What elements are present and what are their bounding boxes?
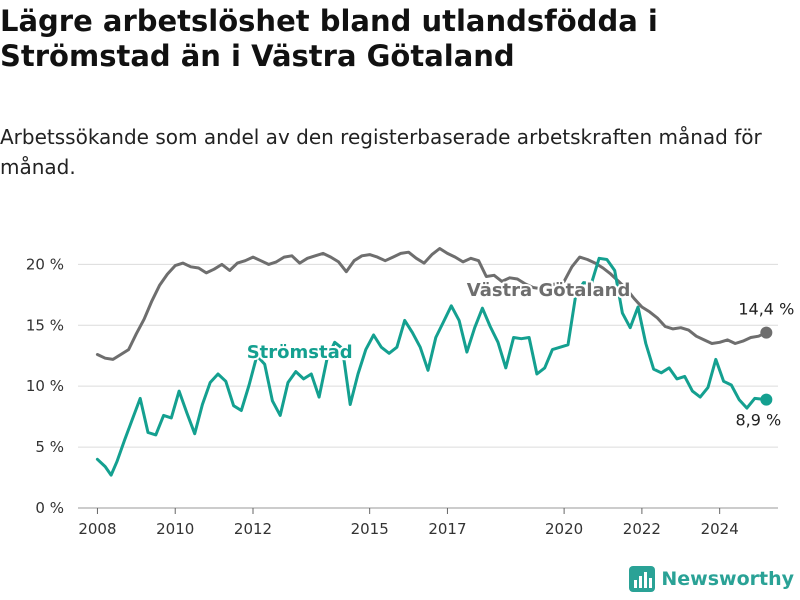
newsworthy-brand: Newsworthy — [629, 566, 794, 592]
x-tick-label: 2017 — [428, 520, 466, 538]
series-end-point-1 — [760, 393, 773, 406]
x-tick-label: 2015 — [351, 520, 389, 538]
series-line-0 — [95, 247, 768, 361]
end-label-vastra-gotaland: 14,4 % — [738, 300, 794, 319]
series-label-vastra-gotaland: Västra Götaland — [467, 280, 631, 301]
series-line-1 — [95, 256, 768, 477]
y-tick-label: 10 % — [26, 377, 64, 395]
x-tick-label: 2020 — [545, 520, 583, 538]
y-tick-label: 5 % — [35, 438, 64, 456]
y-tick-label: 0 % — [35, 499, 64, 517]
x-tick-label: 2010 — [156, 520, 194, 538]
newsworthy-logo-icon — [629, 566, 656, 592]
x-tick-label: 2024 — [701, 520, 739, 538]
x-tick-label: 2008 — [78, 520, 116, 538]
series-end-point-0 — [760, 326, 773, 339]
brand-name: Newsworthy — [661, 568, 794, 590]
x-tick-label: 2022 — [623, 520, 661, 538]
chart-subtitle: Arbetssökande som andel av den registerb… — [0, 125, 762, 179]
y-tick-label: 20 % — [26, 255, 64, 273]
series-label-stromstad: Strömstad — [247, 342, 353, 363]
y-tick-label: 15 % — [26, 316, 64, 334]
end-label-stromstad: 8,9 % — [735, 411, 781, 430]
x-tick-label: 2012 — [234, 520, 272, 538]
chart-title: Lägre arbetslöshet bland utlandsfödda i … — [0, 4, 658, 73]
